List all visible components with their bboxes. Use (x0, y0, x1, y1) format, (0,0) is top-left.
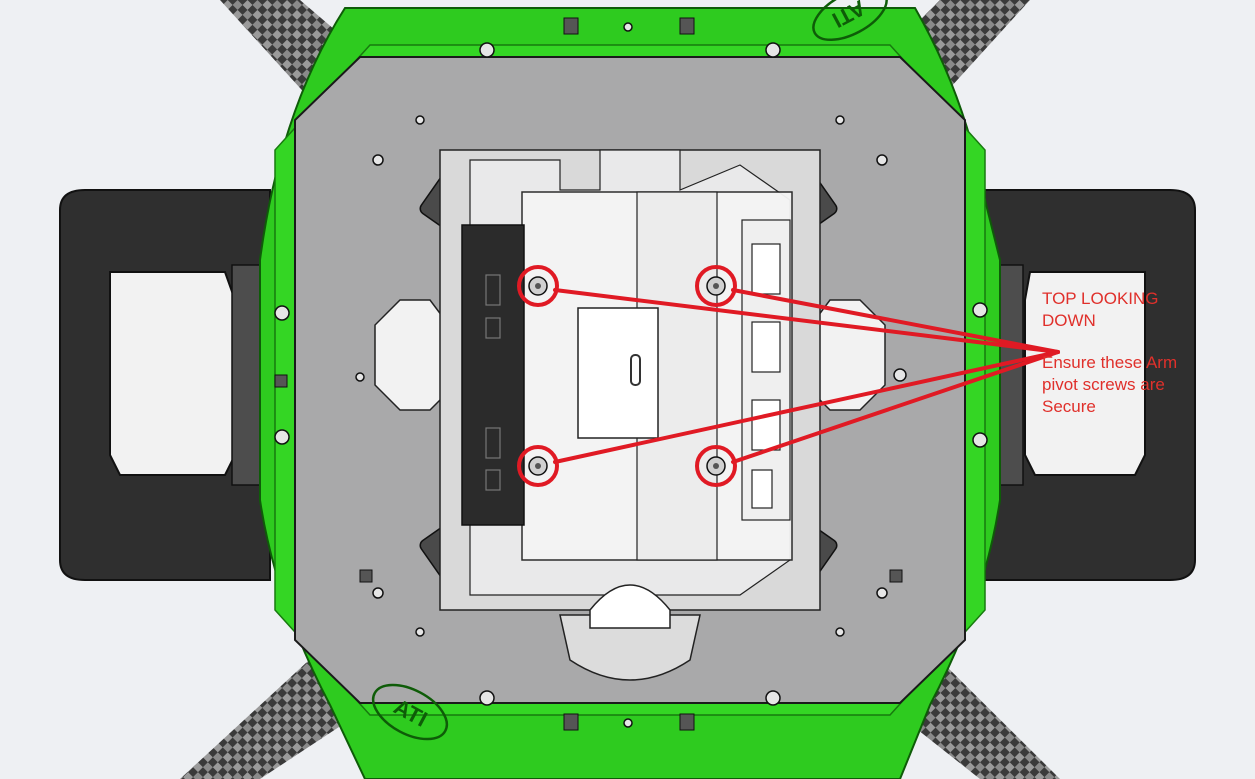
pivot-screw-bottom-left (517, 445, 559, 487)
electronics-housing (439, 149, 821, 681)
landing-gear-left (59, 189, 271, 581)
callout-annotation: TOP LOOKING DOWN Ensure these Arm pivot … (1042, 288, 1252, 418)
marked-pivot-screws (517, 265, 737, 487)
pivot-screw-top-right (695, 265, 737, 307)
annotation-body-line2: pivot screws are (1042, 375, 1165, 394)
pivot-screw-bottom-right (695, 445, 737, 487)
pivot-screw-top-left (517, 265, 559, 307)
callout-line-bottom-left (553, 350, 1060, 464)
annotation-body-line3: Secure (1042, 397, 1096, 416)
deck-cutout-left (374, 299, 446, 411)
annotation-heading-line1: TOP LOOKING (1042, 289, 1159, 308)
frame-slots (274, 17, 903, 731)
callout-lines (553, 288, 1060, 464)
annotation-body-line1: Ensure these Arm (1042, 353, 1178, 372)
callout-line-top-right (731, 288, 1060, 354)
callout-line-top-left (553, 288, 1060, 354)
annotation-heading-line2: DOWN (1042, 311, 1096, 330)
frame-screws (274, 22, 988, 728)
callout-line-bottom-right (731, 350, 1060, 464)
